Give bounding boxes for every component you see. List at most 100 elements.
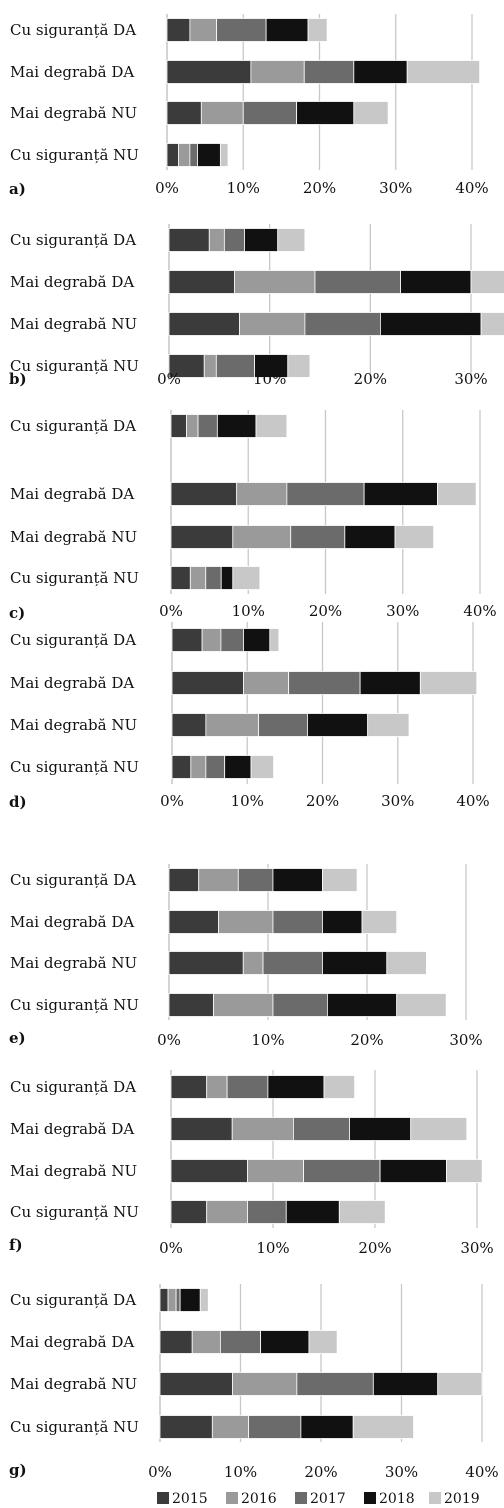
bar-mai-degraba-da-2015 xyxy=(168,910,219,934)
category-label: Cu siguranță DA xyxy=(10,1291,136,1309)
bar-cu-siguranta-da-2018 xyxy=(243,628,271,652)
bar-cu-siguranta-nu-2018 xyxy=(224,755,252,779)
x-tick-label: 30% xyxy=(381,792,414,810)
x-tick-label: 30% xyxy=(385,1463,418,1481)
bar-cu-siguranta-da-2017 xyxy=(220,628,244,652)
bar-mai-degraba-nu-2019 xyxy=(386,951,427,975)
bar-cu-siguranta-da-2016 xyxy=(201,628,222,652)
bar-mai-degraba-da-2019 xyxy=(437,482,477,506)
category-label: Cu siguranță NU xyxy=(10,1203,139,1221)
x-tick-label: 30% xyxy=(449,1031,482,1049)
category-label: Cu siguranță DA xyxy=(10,231,136,249)
bar-cu-siguranta-nu-2019 xyxy=(232,566,261,590)
bar-cu-siguranta-nu-2018 xyxy=(197,143,221,167)
category-label: Mai degrabă NU xyxy=(10,315,137,333)
x-tick-label: 20% xyxy=(309,602,342,620)
bar-mai-degraba-nu-2018 xyxy=(307,713,369,737)
bar-cu-siguranta-nu-2015 xyxy=(171,755,192,779)
x-tick-label: 0% xyxy=(160,792,184,810)
bar-cu-siguranta-nu-2017 xyxy=(248,1415,302,1439)
bar-cu-siguranta-nu-2017 xyxy=(205,566,222,590)
bar-mai-degraba-da-2018 xyxy=(260,1330,310,1354)
bar-mai-degraba-nu-2018 xyxy=(372,1372,439,1396)
legend-label-2016: 2016 xyxy=(241,1491,277,1507)
bar-mai-degraba-da-2015 xyxy=(159,1330,193,1354)
bar-mai-degraba-nu-2017 xyxy=(262,951,323,975)
bar-mai-degraba-nu-2017 xyxy=(258,713,308,737)
category-label: Cu siguranță NU xyxy=(10,996,139,1014)
bar-mai-degraba-da-2018 xyxy=(349,1117,412,1141)
bar-mai-degraba-da-2016 xyxy=(243,671,290,695)
panel-label: g) xyxy=(9,1461,27,1479)
bar-mai-degraba-da-2017 xyxy=(272,910,323,934)
bar-mai-degraba-da-2019 xyxy=(410,1117,468,1141)
x-tick-label: 30% xyxy=(460,1239,493,1257)
x-tick-label: 10% xyxy=(224,1463,257,1481)
bar-cu-siguranta-da-2015 xyxy=(170,1075,208,1099)
bar-mai-degraba-nu-2019 xyxy=(394,525,435,549)
bar-mai-degraba-nu-2019 xyxy=(437,1372,483,1396)
x-tick-label: 40% xyxy=(455,179,488,197)
chart-panel-3: Cu siguranță DA Mai degrabă DA Mai degrabă… xyxy=(9,410,497,622)
category-label: Cu siguranță DA xyxy=(10,1078,136,1096)
bar-mai-degraba-da-2018 xyxy=(353,60,408,84)
bar-cu-siguranta-nu-2016 xyxy=(213,993,274,1017)
bar-mai-degraba-nu-2018 xyxy=(296,101,355,125)
bar-mai-degraba-nu-2015 xyxy=(166,101,202,125)
bar-cu-siguranta-nu-2019 xyxy=(396,993,447,1017)
legend-swatch-2018 xyxy=(364,1492,376,1504)
category-label: Mai degrabă DA xyxy=(10,63,134,81)
bar-cu-siguranta-da-2019 xyxy=(269,628,280,652)
bar-mai-degraba-da-2017 xyxy=(303,60,355,84)
bar-mai-degraba-nu-2018 xyxy=(379,312,482,336)
legend-label-2015: 2015 xyxy=(172,1491,208,1507)
bar-mai-degraba-nu-2019 xyxy=(480,312,504,336)
category-label: Mai degrabă DA xyxy=(10,485,134,503)
bar-cu-siguranta-da-2016 xyxy=(206,1075,228,1099)
panel-label: a) xyxy=(9,180,26,198)
bar-mai-degraba-nu-2016 xyxy=(205,713,259,737)
bar-mai-degraba-nu-2018 xyxy=(379,1159,447,1183)
bar-mai-degraba-da-2019 xyxy=(470,270,504,294)
bar-mai-degraba-da-2019 xyxy=(419,671,478,695)
bar-cu-siguranta-da-2017 xyxy=(226,1075,269,1099)
bar-cu-siguranta-da-2017 xyxy=(197,414,218,438)
x-tick-label: 20% xyxy=(306,792,339,810)
bar-mai-degraba-da-2016 xyxy=(218,910,274,934)
bar-mai-degraba-nu-2016 xyxy=(232,1372,298,1396)
category-label: Mai degrabă NU xyxy=(10,1375,137,1393)
bar-cu-siguranta-da-2015 xyxy=(168,228,210,252)
bar-cu-siguranta-nu-2018 xyxy=(220,566,234,590)
bar-cu-siguranta-da-2019 xyxy=(322,868,358,892)
legend: 2015 2016 2017 2018 2019 xyxy=(157,1491,480,1507)
bar-cu-siguranta-nu-2018 xyxy=(285,1200,340,1224)
x-tick-label: 0% xyxy=(157,370,181,388)
x-tick-label: 10% xyxy=(227,179,260,197)
bar-cu-siguranta-da-2015 xyxy=(168,868,200,892)
bar-cu-siguranta-nu-2016 xyxy=(206,1200,248,1224)
x-tick-label: 0% xyxy=(148,1463,172,1481)
bar-mai-degraba-nu-2018 xyxy=(322,951,388,975)
category-label: Mai degrabă DA xyxy=(10,1120,134,1138)
x-tick-label: 20% xyxy=(354,370,387,388)
bar-cu-siguranta-nu-2019 xyxy=(352,1415,414,1439)
x-tick-label: 10% xyxy=(231,792,264,810)
category-label: Cu siguranță DA xyxy=(10,871,136,889)
x-tick-label: 30% xyxy=(386,602,419,620)
x-tick-label: 10% xyxy=(253,370,286,388)
category-label: Cu siguranță DA xyxy=(10,631,136,649)
bar-mai-degraba-da-2015 xyxy=(166,60,252,84)
legend-label-2019: 2019 xyxy=(444,1491,480,1507)
bar-cu-siguranta-da-2017 xyxy=(237,868,274,892)
bar-mai-degraba-da-2015 xyxy=(168,270,235,294)
category-label: Cu siguranță DA xyxy=(10,21,136,39)
bar-mai-degraba-nu-2018 xyxy=(344,525,396,549)
legend-swatch-2019 xyxy=(429,1492,441,1504)
bar-mai-degraba-nu-2016 xyxy=(247,1159,304,1183)
category-label: Mai degrabă DA xyxy=(10,1333,134,1351)
bar-cu-siguranta-da-2019 xyxy=(323,1075,356,1099)
bar-cu-siguranta-da-2016 xyxy=(208,228,225,252)
bar-cu-siguranta-nu-2016 xyxy=(211,1415,249,1439)
bar-cu-siguranta-da-2016 xyxy=(189,18,217,42)
category-label: Mai degrabă DA xyxy=(10,273,134,291)
